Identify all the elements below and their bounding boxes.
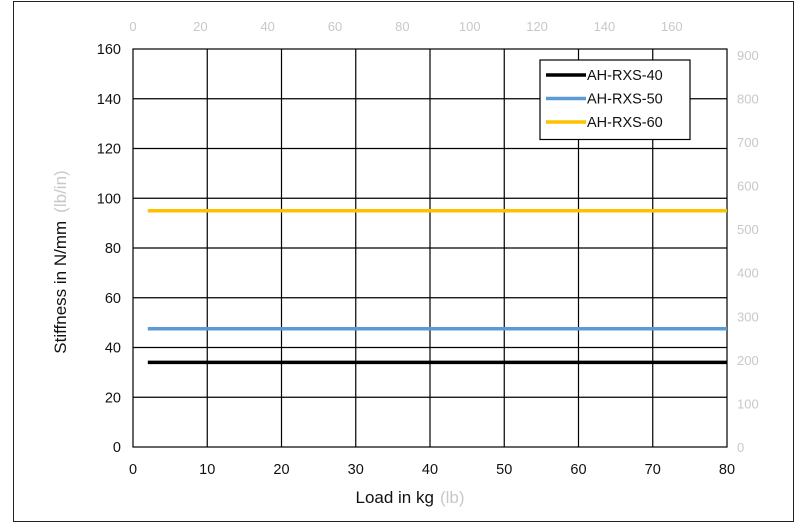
y2-tick-label: 700: [737, 135, 759, 150]
x-tick-label: 30: [348, 462, 364, 478]
legend-label: AH-RXS-40: [587, 68, 663, 84]
x2-tick-label: 140: [594, 19, 616, 34]
x-axis-title-unit: (lb): [440, 488, 465, 507]
y-axis-title-unit: (lb/in): [51, 170, 70, 213]
y-tick-label: 60: [105, 291, 121, 307]
x-axis-title-main: Load in kg: [355, 488, 433, 507]
x2-tick-label: 100: [459, 19, 481, 34]
y2-tick-label: 800: [737, 91, 759, 106]
x2-tick-label: 0: [129, 19, 136, 34]
y-tick-label: 140: [97, 92, 121, 108]
y-tick-label: 20: [105, 390, 121, 406]
x2-tick-label: 20: [193, 19, 207, 34]
x2-tick-label: 60: [328, 19, 342, 34]
x2-tick-label: 80: [395, 19, 409, 34]
legend-label: AH-RXS-50: [587, 92, 663, 108]
legend-label: AH-RXS-60: [587, 115, 663, 131]
y-tick-label: 160: [97, 42, 121, 58]
x2-tick-label: 120: [526, 19, 548, 34]
y-axis-title: Stiffness in N/mm (lb/in): [51, 170, 70, 353]
y-tick-label: 40: [105, 341, 121, 357]
x-tick-label: 80: [719, 462, 735, 478]
x2-tick-label: 40: [260, 19, 274, 34]
grid-lines: [132, 48, 728, 448]
series-lines: [147, 208, 727, 365]
y2-tick-label: 200: [737, 353, 759, 368]
x-axis-title: Load in kg (lb): [355, 488, 464, 507]
y-tick-label: 120: [97, 142, 121, 158]
y-tick-label: 0: [113, 440, 121, 456]
x-tick-label: 0: [129, 462, 137, 478]
x-tick-label: 10: [199, 462, 215, 478]
y-tick-label: 100: [97, 191, 121, 207]
y-tick-label: 80: [105, 241, 121, 257]
x2-tick-label: 160: [661, 19, 683, 34]
x-tick-label: 60: [570, 462, 586, 478]
y2-tick-label: 300: [737, 309, 759, 324]
x-tick-label: 20: [273, 462, 289, 478]
y2-tick-label: 400: [737, 266, 759, 281]
axis-titles: Load in kg (lb) Stiffness in N/mm (lb/in): [51, 170, 465, 507]
x-tick-label: 70: [645, 462, 661, 478]
y2-tick-label: 500: [737, 222, 759, 237]
y2-tick-label: 100: [737, 396, 759, 411]
y2-tick-label: 900: [737, 48, 759, 63]
legend: AH-RXS-40 AH-RXS-50 AH-RXS-60: [539, 59, 691, 141]
y2-tick-label: 0: [737, 440, 744, 455]
x-tick-label: 50: [496, 462, 512, 478]
x-tick-label: 40: [422, 462, 438, 478]
y2-tick-label: 600: [737, 179, 759, 194]
y-axis-title-main: Stiffness in N/mm: [51, 221, 70, 354]
